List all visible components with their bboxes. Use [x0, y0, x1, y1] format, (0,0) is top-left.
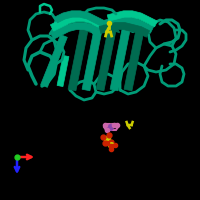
Polygon shape [103, 16, 154, 33]
Polygon shape [41, 35, 67, 87]
Polygon shape [104, 24, 120, 33]
Polygon shape [68, 29, 88, 91]
Polygon shape [110, 29, 130, 91]
Polygon shape [50, 22, 99, 39]
Polygon shape [82, 29, 102, 91]
Polygon shape [96, 29, 116, 91]
Polygon shape [50, 14, 102, 31]
Polygon shape [55, 11, 105, 27]
Polygon shape [124, 29, 144, 91]
Polygon shape [107, 11, 157, 27]
Polygon shape [90, 24, 106, 33]
Polygon shape [118, 24, 134, 33]
Polygon shape [76, 24, 92, 33]
Polygon shape [99, 22, 150, 37]
Polygon shape [57, 55, 69, 87]
Polygon shape [132, 24, 148, 33]
